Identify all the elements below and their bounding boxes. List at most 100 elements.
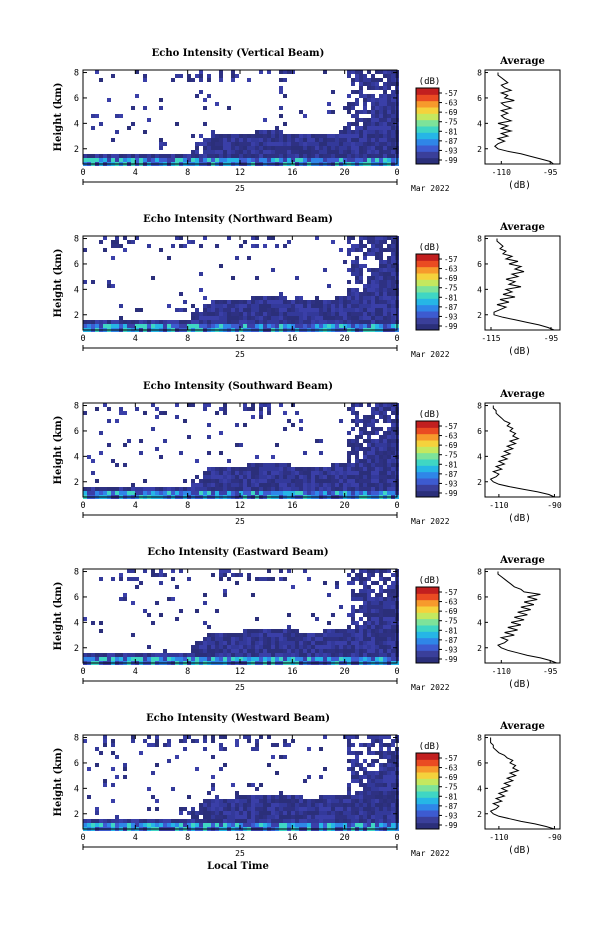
heatmap-cell: [207, 811, 211, 815]
heatmap-cell: [267, 142, 271, 146]
heatmap-cell: [267, 312, 271, 316]
heatmap-cell: [343, 320, 347, 324]
heatmap-cell: [271, 471, 275, 475]
heatmap-cell: [327, 300, 331, 304]
heatmap-cell: [219, 134, 223, 138]
heatmap-cell: [367, 819, 371, 823]
heatmap-cell: [127, 320, 131, 324]
colorbar-tick-label: -87: [444, 802, 458, 811]
heatmap-cell: [331, 90, 335, 94]
heatmap-cell: [311, 649, 315, 653]
heatmap-cell: [259, 407, 263, 411]
heatmap-cell: [387, 811, 391, 815]
heatmap-cell: [283, 467, 287, 471]
heatmap-cell: [331, 467, 335, 471]
heatmap-cell: [359, 90, 363, 94]
date-month-year: Mar 2022: [411, 350, 450, 359]
heatmap-cell: [275, 803, 279, 807]
heatmap-cell: [271, 653, 275, 657]
heatmap-cell: [155, 154, 159, 158]
heatmap-cell: [307, 799, 311, 803]
heatmap-cell: [363, 491, 367, 495]
heatmap-cell: [371, 743, 375, 747]
heatmap-cell: [203, 649, 207, 653]
heatmap-cell: [235, 487, 239, 491]
heatmap-cell: [327, 316, 331, 320]
heatmap-cell: [155, 743, 159, 747]
heatmap-cell: [267, 467, 271, 471]
heatmap-cell: [391, 316, 395, 320]
heatmap-cell: [187, 577, 191, 581]
heatmap-cell: [359, 134, 363, 138]
heatmap-cell: [347, 439, 351, 443]
heatmap-cell: [383, 134, 387, 138]
heatmap-cell: [323, 320, 327, 324]
heatmap-cell: [123, 324, 127, 328]
heatmap-cell: [391, 272, 395, 276]
heatmap-cell: [371, 657, 375, 661]
heatmap-cell: [295, 799, 299, 803]
heatmap-cell: [135, 657, 139, 661]
heatmap-cell: [215, 102, 219, 106]
heatmap-cell: [91, 126, 95, 130]
heatmap-cell: [351, 467, 355, 471]
heatmap-cell: [259, 795, 263, 799]
heatmap-cell: [335, 641, 339, 645]
heatmap-cell: [275, 146, 279, 150]
heatmap-cell: [323, 637, 327, 641]
heatmap-cell: [311, 811, 315, 815]
heatmap-cell: [235, 138, 239, 142]
colorbar-swatch: [416, 107, 439, 114]
heatmap-cell: [351, 82, 355, 86]
heatmap-cell: [119, 158, 123, 162]
heatmap-cell: [271, 823, 275, 827]
heatmap-cell: [215, 312, 219, 316]
heatmap-cell: [323, 467, 327, 471]
heatmap-cell: [347, 316, 351, 320]
heatmap-cell: [143, 320, 147, 324]
heatmap-cell: [219, 431, 223, 435]
heatmap-cell: [171, 487, 175, 491]
heatmap-cell: [315, 308, 319, 312]
heatmap-cell: [107, 491, 111, 495]
heatmap-cell: [211, 487, 215, 491]
heatmap-cell: [371, 617, 375, 621]
heatmap-cell: [319, 645, 323, 649]
heatmap-cell: [91, 158, 95, 162]
heatmap-cell: [315, 300, 319, 304]
heatmap-cell: [135, 308, 139, 312]
x-tick-label: 0: [394, 501, 399, 511]
heatmap-cell: [299, 324, 303, 328]
heatmap-cell: [283, 807, 287, 811]
heatmap-cell: [227, 236, 231, 240]
heatmap-cell: [355, 90, 359, 94]
heatmap-cell: [211, 324, 215, 328]
heatmap-cell: [247, 739, 251, 743]
heatmap-cell: [359, 795, 363, 799]
heatmap-cell: [367, 629, 371, 633]
heatmap-cell: [239, 657, 243, 661]
average-y-tick-label: 2: [477, 644, 482, 653]
heatmap-cell: [379, 569, 383, 573]
heatmap-cell: [383, 463, 387, 467]
heatmap-cell: [319, 316, 323, 320]
heatmap-cell: [247, 799, 251, 803]
heatmap-cell: [295, 491, 299, 495]
heatmap-cell: [279, 569, 283, 573]
heatmap-cell: [379, 110, 383, 114]
heatmap-cell: [387, 641, 391, 645]
heatmap-cell: [171, 569, 175, 573]
average-y-tick-label: 6: [477, 427, 482, 436]
heatmap-cell: [387, 585, 391, 589]
heatmap-cell: [375, 288, 379, 292]
heatmap-cell: [379, 451, 383, 455]
heatmap-cell: [311, 657, 315, 661]
heatmap-cell: [275, 467, 279, 471]
heatmap-cell: [199, 320, 203, 324]
heatmap-cell: [323, 316, 327, 320]
heatmap-cell: [251, 823, 255, 827]
heatmap-cell: [359, 791, 363, 795]
heatmap-cell: [211, 483, 215, 487]
heatmap-cell: [247, 158, 251, 162]
heatmap-cell: [195, 641, 199, 645]
